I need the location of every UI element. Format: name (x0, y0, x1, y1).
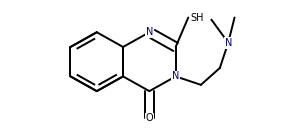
Text: N: N (146, 27, 153, 37)
Text: SH: SH (190, 13, 204, 23)
Text: O: O (145, 113, 153, 123)
Text: N: N (172, 71, 179, 81)
Text: N: N (225, 38, 232, 48)
